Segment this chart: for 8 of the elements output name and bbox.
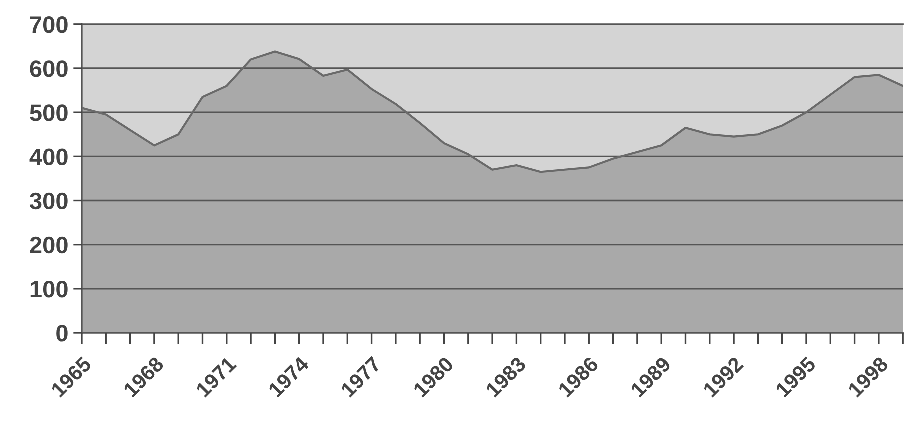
y-tick-label: 600 (30, 60, 68, 78)
y-tick-label: 0 (56, 325, 68, 342)
y-tick-label: 300 (30, 192, 68, 210)
y-tick-label: 200 (30, 236, 68, 254)
y-tick-label: 500 (30, 104, 68, 122)
y-tick-label: 700 (30, 16, 68, 34)
y-tick-label: 400 (30, 148, 68, 166)
y-tick-label: 100 (30, 280, 68, 298)
